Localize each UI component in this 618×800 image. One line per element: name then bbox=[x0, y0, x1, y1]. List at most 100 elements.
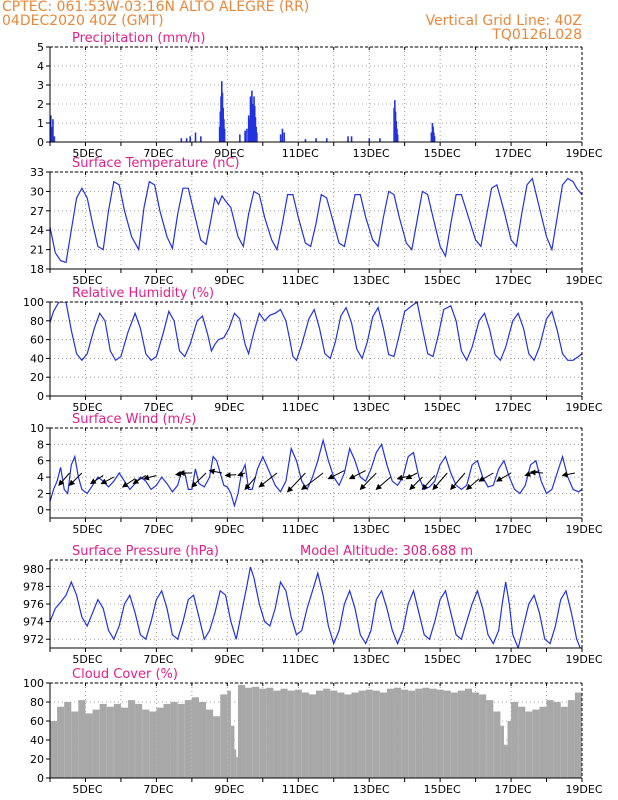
x-tick-label: 11DEC bbox=[282, 783, 319, 796]
cloud-bar bbox=[213, 716, 221, 778]
y-tick-label: 0 bbox=[37, 390, 44, 403]
cloud-bar bbox=[156, 707, 164, 778]
cloud-bar bbox=[92, 709, 100, 778]
series-line bbox=[50, 302, 582, 362]
y-tick-label: 4 bbox=[37, 471, 44, 484]
series-line bbox=[50, 177, 582, 264]
panel-1: Precipitation (mm/h) 0 1 2 3 4 5 5DEC 7DEC 9DEC 11… bbox=[37, 31, 603, 160]
cloud-bar bbox=[511, 702, 519, 778]
cloud-bar bbox=[177, 703, 185, 778]
y-tick-label: 980 bbox=[23, 563, 44, 576]
panel-title: Cloud Cover (%) bbox=[72, 667, 178, 682]
precip-bar bbox=[347, 136, 349, 142]
cloud-bar bbox=[191, 697, 199, 778]
cloud-bar bbox=[457, 690, 465, 778]
x-tick-label: 5DEC bbox=[72, 274, 102, 287]
wind-vector bbox=[421, 475, 436, 491]
precip-bar bbox=[53, 136, 56, 142]
y-tick-label: 20 bbox=[30, 753, 44, 766]
y-tick-label: 40 bbox=[30, 352, 44, 365]
cloud-bar bbox=[464, 688, 473, 778]
cloud-bar bbox=[546, 700, 554, 778]
series-group bbox=[50, 302, 582, 362]
cloud-bar bbox=[450, 692, 458, 778]
series-line bbox=[50, 566, 581, 648]
cloud-bar bbox=[472, 692, 480, 778]
cloud-bar bbox=[273, 690, 281, 778]
cloud-bar bbox=[99, 703, 107, 778]
x-tick-label: 13DEC bbox=[353, 523, 390, 536]
cloud-bar bbox=[71, 711, 79, 778]
x-tick-label: 17DEC bbox=[495, 653, 532, 666]
x-tick-label: 11DEC bbox=[282, 147, 319, 160]
cloud-bar bbox=[365, 689, 373, 778]
wind-vector bbox=[432, 472, 448, 491]
y-tick-label: 80 bbox=[30, 696, 44, 709]
wind-vector bbox=[286, 472, 306, 493]
y-tick-label: 40 bbox=[30, 734, 44, 747]
wind-vector bbox=[375, 476, 391, 491]
precip-bar bbox=[246, 128, 248, 142]
precip-bar bbox=[279, 134, 282, 142]
precip-bar bbox=[180, 138, 183, 142]
x-tick-label: 15DEC bbox=[424, 147, 461, 160]
cloud-bar bbox=[287, 690, 295, 778]
cloud-bar bbox=[266, 687, 274, 778]
cloud-bar bbox=[113, 703, 121, 778]
y-tick-label: 10 bbox=[30, 422, 44, 435]
y-tick-label: 60 bbox=[30, 715, 44, 728]
panel-title: Surface Wind (m/s) bbox=[72, 412, 196, 427]
precip-bar bbox=[350, 136, 353, 142]
wind-vector bbox=[359, 472, 377, 491]
y-tick-label: 974 bbox=[23, 616, 44, 629]
wind-vector bbox=[561, 471, 576, 478]
cloud-bar bbox=[553, 702, 561, 778]
cloud-bar bbox=[170, 702, 178, 778]
cloud-bar bbox=[401, 689, 409, 778]
cloud-bar bbox=[525, 711, 533, 778]
cloud-bar bbox=[184, 700, 192, 778]
y-tick-label: 5 bbox=[37, 41, 44, 54]
cloud-bar bbox=[294, 689, 302, 778]
cloud-bar bbox=[206, 709, 214, 778]
y-tick-label: 0 bbox=[37, 136, 44, 149]
series-group bbox=[50, 566, 581, 648]
cloud-bar bbox=[198, 702, 207, 778]
cloud-bar bbox=[57, 706, 65, 778]
cloud-bar bbox=[316, 690, 324, 778]
cloud-bar bbox=[574, 692, 582, 778]
cloud-bar bbox=[394, 687, 402, 778]
y-tick-label: 978 bbox=[23, 580, 44, 593]
precip-bar bbox=[52, 119, 54, 142]
precip-bar bbox=[430, 132, 433, 142]
cloud-bar bbox=[252, 686, 260, 778]
wind-vector bbox=[301, 472, 324, 490]
header-grid-line: Vertical Grid Line: 40Z bbox=[425, 13, 582, 29]
cloud-bar bbox=[415, 688, 423, 778]
wind-vector bbox=[89, 475, 104, 485]
cloud-bar bbox=[230, 725, 235, 778]
panel-title: Surface Pressure (hPa) bbox=[72, 544, 219, 559]
y-tick-label: 24 bbox=[30, 224, 44, 237]
cloud-bar bbox=[50, 721, 58, 778]
wind-vector bbox=[143, 474, 157, 481]
cloud-bar bbox=[330, 690, 338, 778]
panel-5: Surface Pressure (hPa) Model Altitude: 30… bbox=[23, 544, 603, 666]
wind-vector bbox=[208, 468, 223, 475]
cloud-bar bbox=[280, 688, 288, 778]
x-tick-label: 15DEC bbox=[424, 401, 461, 414]
y-tick-label: 80 bbox=[30, 315, 44, 328]
wind-vector bbox=[58, 472, 70, 487]
precip-bar bbox=[283, 132, 285, 142]
wind-vector bbox=[68, 472, 83, 486]
cloud-bar bbox=[236, 757, 238, 778]
y-tick-label: 6 bbox=[37, 455, 44, 468]
x-tick-label: 7DEC bbox=[143, 274, 173, 287]
wind-vector bbox=[258, 472, 278, 488]
wind-vector bbox=[409, 476, 423, 491]
x-tick-label: 19DEC bbox=[565, 274, 602, 287]
x-tick-label: 11DEC bbox=[282, 653, 319, 666]
cloud-bar bbox=[486, 700, 494, 778]
precip-bar bbox=[50, 115, 52, 142]
cloud-bar bbox=[422, 687, 430, 778]
